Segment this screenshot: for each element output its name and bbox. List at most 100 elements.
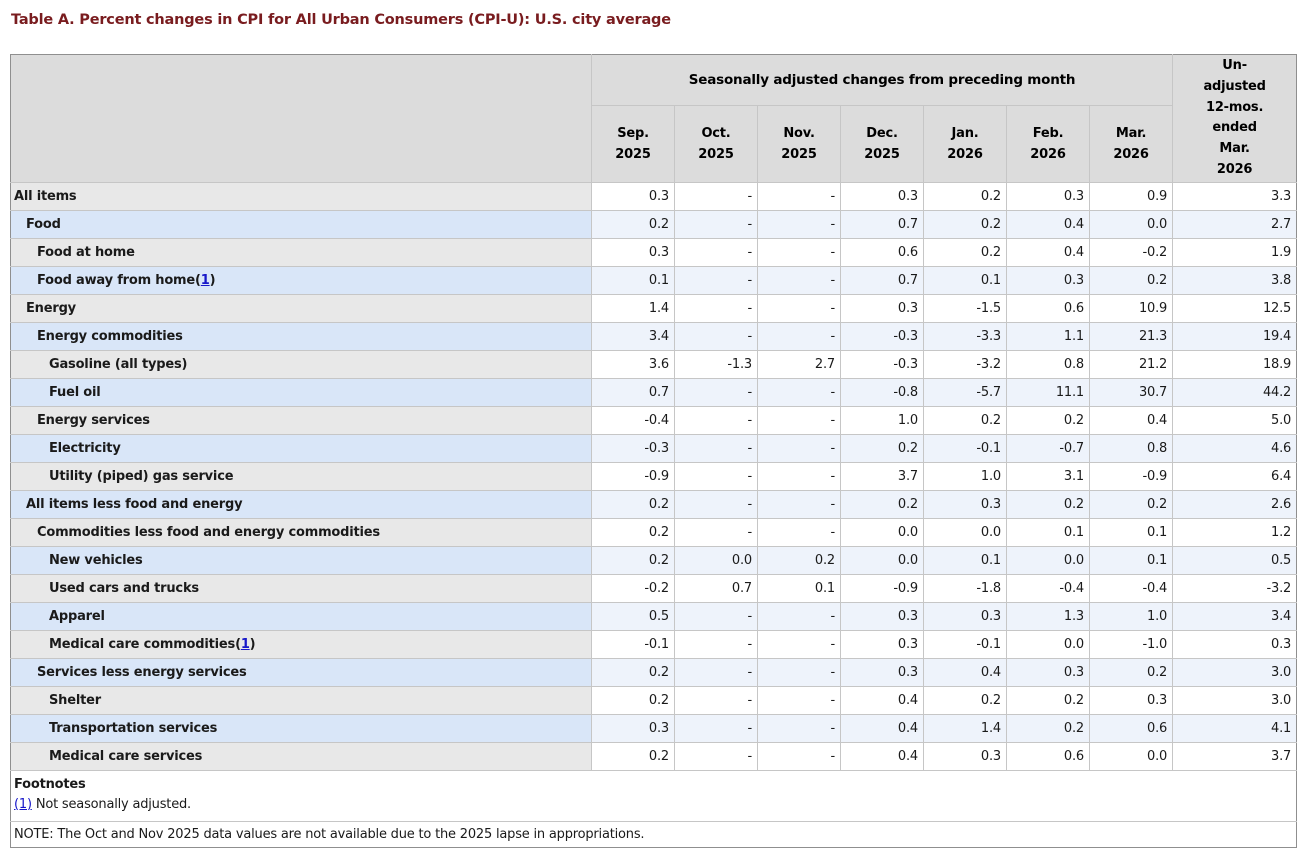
value-cell: -0.1 — [923, 629, 1007, 659]
footnote-link[interactable]: 1 — [200, 272, 210, 288]
table-row: Food 0.2- -0.7 0.2 0.4 0.0 2.7 — [10, 209, 1298, 239]
footnote-1-link[interactable]: (1) — [14, 796, 32, 812]
value-cell: 0.2 — [757, 545, 841, 575]
row-label-utility-piped-gas-service: Utility (piped) gas service — [10, 461, 592, 491]
row-label-text: Food at home — [37, 244, 135, 260]
value-cell: 0.2 — [840, 433, 924, 463]
value-cell: 0.4 — [1088, 405, 1174, 435]
value-cell: 0.0 — [840, 545, 924, 575]
value-cell: 2.6 — [1172, 489, 1298, 519]
corner-header-cell — [10, 54, 592, 183]
value-cell: 0.7 — [840, 265, 924, 295]
value-cell: 0.6 — [840, 237, 924, 267]
value-cell: 0.2 — [1088, 265, 1174, 295]
value-cell: - — [757, 601, 841, 631]
value-cell: - — [757, 293, 841, 323]
value-cell: 0.4 — [840, 685, 924, 715]
value-cell: 0.3 — [923, 489, 1007, 519]
row-label-gasoline-all-types: Gasoline (all types) — [10, 349, 592, 379]
row-label-energy-commodities: Energy commodities — [10, 321, 592, 351]
value-cell: 1.0 — [923, 461, 1007, 491]
note-text: NOTE: The Oct and Nov 2025 data values a… — [9, 820, 1298, 848]
value-cell: 0.4 — [1006, 209, 1090, 239]
value-cell: 0.2 — [923, 209, 1007, 239]
value-cell: - — [757, 461, 841, 491]
value-cell: -0.3 — [591, 433, 675, 463]
value-cell: 0.3 — [1172, 629, 1298, 659]
row-label-text: Food away from home — [37, 272, 196, 288]
value-cell: 0.8 — [1006, 349, 1090, 379]
value-cell: -0.1 — [591, 629, 675, 659]
row-label-medical-care-services: Medical care services — [10, 741, 592, 771]
value-cell: 0.0 — [1006, 545, 1090, 575]
row-label-new-vehicles: New vehicles — [10, 545, 592, 575]
month-year: 2026 — [947, 147, 983, 163]
value-cell: 1.9 — [1172, 237, 1298, 267]
value-cell: - — [757, 237, 841, 267]
value-cell: -0.9 — [1088, 461, 1174, 491]
value-cell: 1.2 — [1172, 517, 1298, 547]
value-cell: - — [674, 685, 758, 715]
value-cell: 0.2 — [1006, 489, 1090, 519]
value-cell: - — [674, 741, 758, 771]
value-cell: 0.3 — [840, 601, 924, 631]
row-label-text: Commodities less food and energy commodi… — [37, 524, 380, 540]
month-abbr: Mar. — [1115, 125, 1147, 141]
month-abbr: Oct. — [701, 125, 731, 141]
value-cell: 3.7 — [1172, 741, 1298, 771]
row-label-apparel: Apparel — [10, 601, 592, 631]
value-cell: - — [674, 601, 758, 631]
value-cell: 0.0 — [1088, 209, 1174, 239]
table-row: New vehicles 0.2 0.0 0.2 0.0 0.1 0.0 0.1 0.5 — [10, 545, 1298, 575]
value-cell: 4.6 — [1172, 433, 1298, 463]
row-label-text: All items — [14, 188, 77, 204]
row-label-text: All items less food and energy — [26, 496, 243, 512]
cpi-table: Seasonally adjusted changes from precedi… — [9, 53, 1298, 848]
value-cell: 0.3 — [923, 601, 1007, 631]
row-label-electricity: Electricity — [10, 433, 592, 463]
value-cell: - — [674, 265, 758, 295]
value-cell: 0.2 — [591, 741, 675, 771]
value-cell: -3.3 — [923, 321, 1007, 351]
value-cell: 0.6 — [1006, 293, 1090, 323]
footnote-paren-open: ( — [195, 272, 201, 288]
row-label-food: Food — [10, 209, 592, 239]
month-year: 2026 — [1030, 147, 1066, 163]
month-year: 2025 — [781, 147, 817, 163]
row-label-text: Electricity — [49, 440, 121, 456]
value-cell: 0.4 — [840, 741, 924, 771]
table-row: Electricity -0.3- -0.2 -0.1 -0.7 0.8 4.6 — [10, 433, 1298, 463]
value-cell: -0.8 — [840, 377, 924, 407]
value-cell: 0.0 — [840, 517, 924, 547]
footnote-link[interactable]: 1 — [240, 636, 250, 652]
value-cell: 44.2 — [1172, 377, 1298, 407]
value-cell: 0.4 — [840, 713, 924, 743]
value-cell: 3.8 — [1172, 265, 1298, 295]
table-row: Commodities less food and energy commodi… — [10, 517, 1298, 547]
row-label-energy-services: Energy services — [10, 405, 592, 435]
value-cell: 0.4 — [923, 657, 1007, 687]
value-cell: - — [674, 433, 758, 463]
value-cell: 0.3 — [591, 181, 675, 211]
table-row: Medical care services 0.2- -0.4 0.3 0.6 0.0 3.… — [10, 741, 1298, 771]
value-cell: 0.2 — [1088, 657, 1174, 687]
col-header-sep-2025: Sep. 2025 — [591, 105, 675, 183]
value-cell: 0.1 — [1088, 517, 1174, 547]
value-cell: - — [757, 181, 841, 211]
table-row: Food away from home(1) 0.1- -0.7 0.1 0.3 0.2 3… — [10, 265, 1298, 295]
value-cell: 3.1 — [1006, 461, 1090, 491]
month-abbr: Feb. — [1032, 125, 1064, 141]
value-cell: 0.2 — [591, 685, 675, 715]
month-abbr: Sep. — [617, 125, 649, 141]
value-cell: 6.4 — [1172, 461, 1298, 491]
value-cell: - — [757, 685, 841, 715]
value-cell: 0.2 — [591, 209, 675, 239]
value-cell: 0.3 — [840, 629, 924, 659]
value-cell: 0.1 — [1006, 517, 1090, 547]
value-cell: - — [674, 377, 758, 407]
value-cell: - — [674, 181, 758, 211]
seasonally-adjusted-group-header: Seasonally adjusted changes from precedi… — [590, 53, 1174, 107]
footnotes-row: Footnotes (1) Not seasonally adjusted. — [9, 769, 1298, 822]
row-label-shelter: Shelter — [10, 685, 592, 715]
value-cell: - — [674, 293, 758, 323]
